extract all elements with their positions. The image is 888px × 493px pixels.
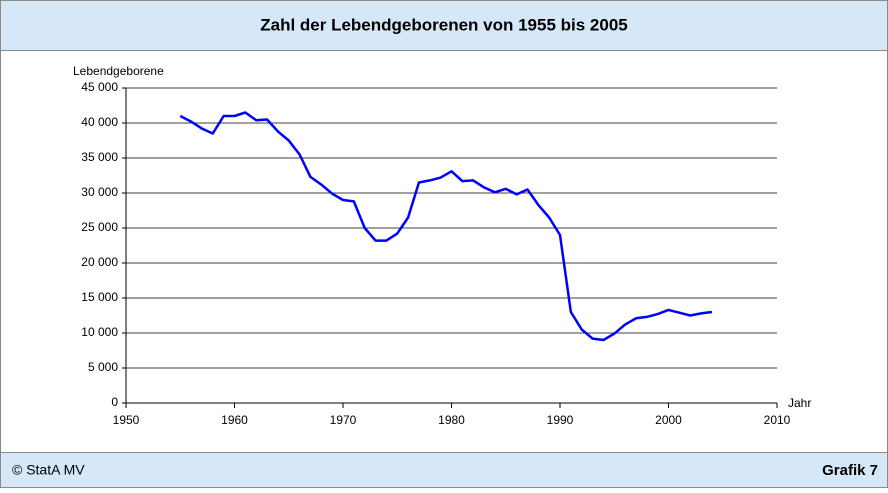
x-tick-label: 2010 — [764, 413, 791, 427]
x-tick-label: 1950 — [113, 413, 140, 427]
x-tick-label: 1970 — [330, 413, 357, 427]
y-tick-label: 5 000 — [88, 360, 118, 374]
footer-bar — [0, 452, 888, 488]
y-tick-label: 40 000 — [81, 115, 118, 129]
y-tick-label: 30 000 — [81, 185, 118, 199]
x-tick-label: 2000 — [655, 413, 682, 427]
data-line — [179, 111, 713, 342]
x-axis-label: Jahr — [788, 396, 811, 410]
x-tick-label: 1980 — [438, 413, 465, 427]
y-tick-label: 45 000 — [81, 80, 118, 94]
y-tick-label: 20 000 — [81, 255, 118, 269]
chart-title: Zahl der Lebendgeborenen von 1955 bis 20… — [260, 15, 628, 34]
y-tick-label: 25 000 — [81, 220, 118, 234]
footer-source: © StatA MV — [12, 462, 85, 478]
x-tick-label: 1960 — [221, 413, 248, 427]
y-tick-label: 35 000 — [81, 150, 118, 164]
y-tick-label: 0 — [111, 395, 118, 409]
y-tick-label: 15 000 — [81, 290, 118, 304]
footer-label: Grafik 7 — [822, 462, 878, 479]
title-bar — [0, 0, 888, 51]
y-tick-label: 10 000 — [81, 325, 118, 339]
y-axis-label: Lebendgeborene — [73, 64, 164, 78]
x-tick-label: 1990 — [547, 413, 574, 427]
